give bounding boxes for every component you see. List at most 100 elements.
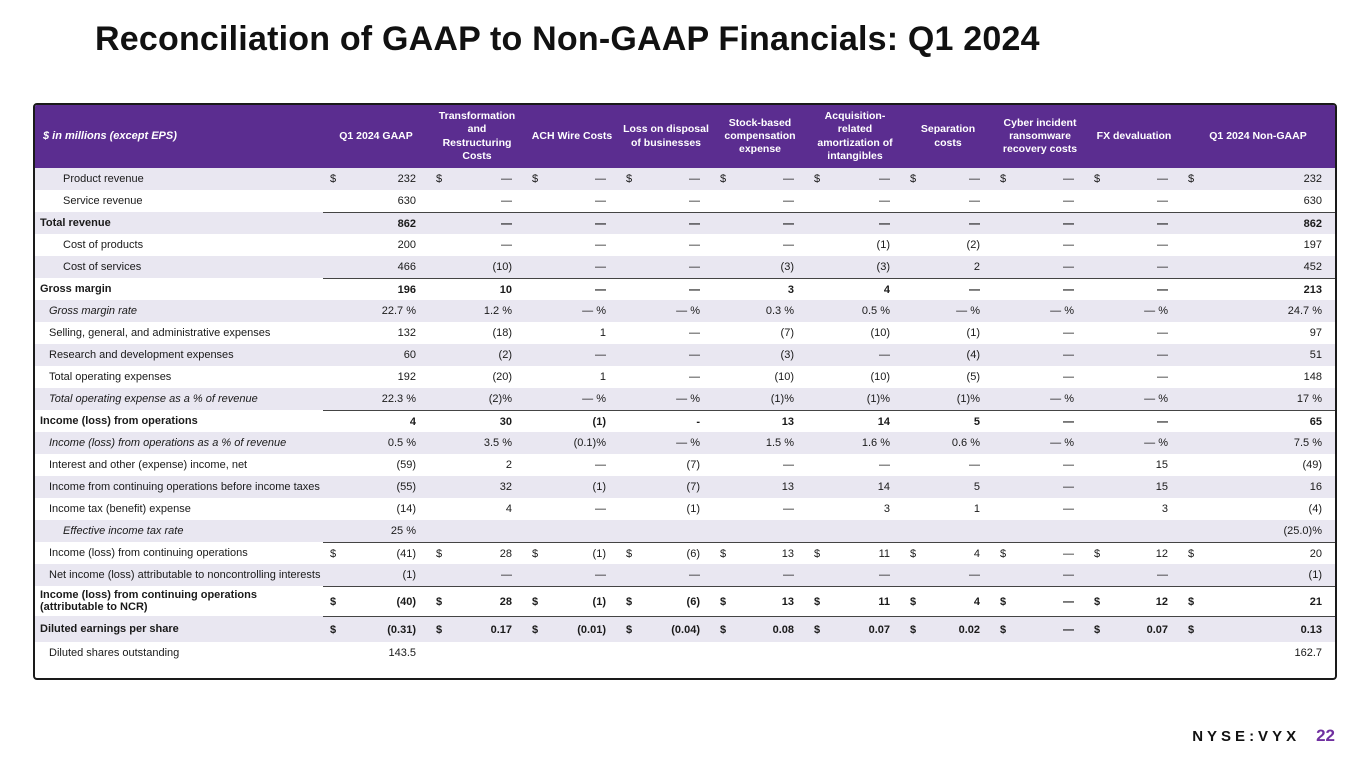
table-row: Income (loss) from continuing operations…	[35, 542, 1335, 564]
value-cell: —	[1087, 344, 1181, 366]
dollar-sign: $	[626, 173, 633, 185]
value-cell: —	[807, 564, 903, 586]
value-cell: (1)%	[807, 388, 903, 410]
table-row: Income (loss) from operations 4 30 (1) - 13 14…	[35, 410, 1335, 432]
value-cell: $11	[807, 542, 903, 564]
table-row: Income tax (benefit) expense (14) 4 — (1) — 3 1…	[35, 498, 1335, 520]
value-cell: (59)	[323, 454, 429, 476]
cell-value: —	[1063, 415, 1074, 428]
value-cell: $13	[713, 542, 807, 564]
cell-value: —	[1063, 327, 1074, 339]
cell-value: — %	[676, 305, 700, 317]
value-cell: 16	[1181, 476, 1335, 498]
value-cell: $0.07	[807, 616, 903, 642]
value-cell: (0.1)%	[525, 432, 619, 454]
cell-value: (2)%	[488, 393, 512, 405]
value-cell: —	[429, 212, 525, 234]
cell-value: (41)	[396, 547, 416, 560]
value-cell	[993, 642, 1087, 664]
value-cell: 452	[1181, 256, 1335, 278]
cell-value: —	[595, 173, 606, 185]
cell-value: (1)	[592, 595, 606, 608]
cell-value: (0.04)	[671, 623, 700, 636]
value-cell: —	[993, 322, 1087, 344]
value-cell: —	[619, 234, 713, 256]
value-cell: 4	[323, 410, 429, 432]
value-cell: —	[525, 234, 619, 256]
table-row: Income (loss) from continuing operations…	[35, 586, 1335, 616]
table-row: Gross margin rate 22.7 % 1.2 % — % — % 0.3 % 0…	[35, 300, 1335, 322]
value-cell: $ (1)	[525, 586, 619, 616]
value-cell: $0.13	[1181, 616, 1335, 642]
value-cell: (7)	[619, 454, 713, 476]
cell-value: (1)	[966, 327, 980, 339]
table-row: Cost of products 200 — — — — (1) (2) — — 197	[35, 234, 1335, 256]
cell-value: 232	[1303, 173, 1322, 185]
dollar-sign: $	[1094, 595, 1101, 608]
cell-value: 1	[599, 327, 606, 339]
cell-value: 1.5 %	[765, 437, 794, 449]
row-label: Income (loss) from operations	[40, 414, 198, 427]
cell-value: —	[595, 239, 606, 251]
cell-value: —	[689, 217, 700, 230]
value-cell: 862	[1181, 212, 1335, 234]
cell-value: 65	[1309, 415, 1322, 428]
cell-value: —	[689, 569, 700, 581]
value-cell: 0.5 %	[323, 432, 429, 454]
cell-value: 452	[1303, 261, 1322, 273]
cell-value: (18)	[492, 327, 512, 339]
dollar-sign: $	[1188, 173, 1195, 185]
dollar-sign: $	[436, 547, 443, 560]
value-cell: 1.6 %	[807, 432, 903, 454]
value-cell: 862	[323, 212, 429, 234]
row-label: Total operating expenses	[49, 370, 172, 383]
value-cell: —	[903, 564, 993, 586]
cell-value: 0.5 %	[861, 305, 890, 317]
value-cell: —	[525, 498, 619, 520]
value-cell: —	[807, 190, 903, 212]
cell-value: 11	[878, 547, 890, 560]
row-label: Total operating expense as a % of revenu…	[49, 392, 258, 405]
value-cell: (2)	[903, 234, 993, 256]
value-cell: 1.5 %	[713, 432, 807, 454]
cell-value: 0.17	[490, 623, 512, 636]
cell-value: 17 %	[1296, 393, 1322, 405]
value-cell: 14	[807, 476, 903, 498]
cell-value: (2)	[966, 239, 980, 251]
page-number: 22	[1316, 726, 1335, 745]
cell-value: — %	[582, 393, 606, 405]
cell-value: —	[595, 569, 606, 581]
value-cell: —	[807, 344, 903, 366]
cell-value: 20	[1309, 547, 1322, 560]
cell-value: —	[783, 195, 794, 207]
cell-value: (2)	[498, 349, 512, 361]
value-cell: $28	[429, 586, 525, 616]
value-cell: (7)	[619, 476, 713, 498]
row-label: Service revenue	[63, 194, 143, 207]
cell-value: — %	[956, 305, 980, 317]
cell-value: — %	[1050, 305, 1074, 317]
value-cell: (10)	[429, 256, 525, 278]
cell-value: 22.3 %	[381, 393, 416, 405]
value-cell: (1)%	[713, 388, 807, 410]
cell-value: 22.7 %	[381, 305, 416, 317]
value-cell: 24.7 %	[1181, 300, 1335, 322]
dollar-sign: $	[1000, 595, 1007, 608]
value-cell: $0.08	[713, 616, 807, 642]
cell-value: 1.2 %	[483, 305, 512, 317]
value-cell: 4	[807, 278, 903, 300]
value-cell: 17 %	[1181, 388, 1335, 410]
value-cell	[525, 642, 619, 664]
value-cell: — %	[1087, 388, 1181, 410]
value-cell: 1	[903, 498, 993, 520]
cell-value: —	[595, 349, 606, 361]
row-label: Cost of products	[63, 238, 144, 251]
value-cell: $ (6)	[619, 542, 713, 564]
cell-value: (1)	[592, 415, 606, 428]
value-cell: 97	[1181, 322, 1335, 344]
cell-value: (40)	[396, 595, 416, 608]
value-cell	[903, 520, 993, 542]
cell-value: (3)	[780, 261, 794, 273]
table-row: Income (loss) from operations as a % of …	[35, 432, 1335, 454]
value-cell: (1)	[807, 234, 903, 256]
